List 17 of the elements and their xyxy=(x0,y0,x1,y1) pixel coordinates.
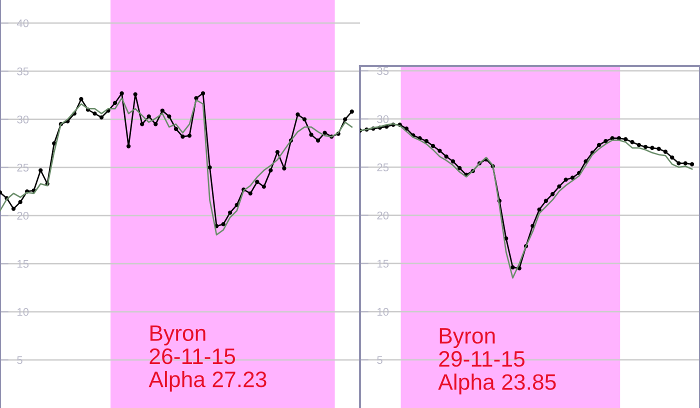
y-tick-label: 30 xyxy=(377,115,389,124)
y-tick-label: 20 xyxy=(17,212,29,220)
y-tick-label: 10 xyxy=(378,308,389,316)
y-tick-label: 25 xyxy=(17,164,29,172)
y-tick-label: 30 xyxy=(17,116,29,124)
y-tick-label: 5 xyxy=(17,356,22,364)
y-tick-label: 5 xyxy=(377,356,382,364)
y-tick-label: 35 xyxy=(17,67,29,76)
y-tick-label: 10 xyxy=(18,308,29,316)
y-tick-label: 40 xyxy=(16,19,29,28)
annotation: Byron 26-11-15 Alpha 27.23 xyxy=(148,326,266,392)
y-tick-label: 15 xyxy=(378,260,389,268)
y-tick-label: 35 xyxy=(377,67,389,75)
annotation: Byron 29-11-15 Alpha 23.85 xyxy=(438,328,556,394)
y-tick-label: 15 xyxy=(18,260,29,268)
y-tick-label: 20 xyxy=(377,212,389,220)
y-tick-label: 25 xyxy=(377,163,389,172)
